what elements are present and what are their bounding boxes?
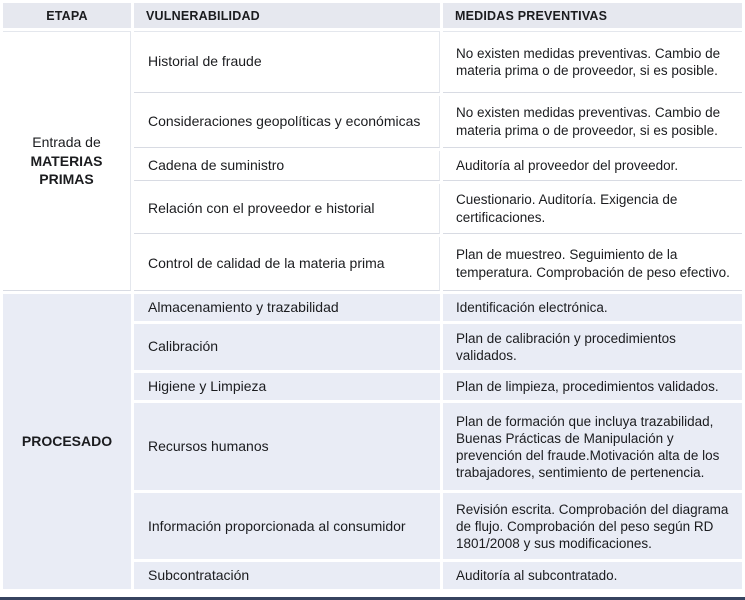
measures-cell: Plan de muestreo. Seguimiento de la temp…	[443, 237, 742, 291]
measures-cell: Revisión escrita. Comprobación del diagr…	[443, 493, 742, 560]
vulnerability-cell: Relación con el proveedor e historial	[134, 184, 440, 234]
column-header-etapa: ETAPA	[3, 3, 131, 28]
vulnerability-cell: Historial de fraude	[134, 31, 440, 93]
vulnerability-cell: Información proporcionada al consumidor	[134, 493, 440, 560]
measures-cell: No existen medidas preventivas. Cambio d…	[443, 31, 742, 93]
measures-cell: Plan de calibración y procedimientos val…	[443, 324, 742, 371]
column-header-medidas-preventivas: MEDIDAS PREVENTIVAS	[443, 3, 742, 28]
section-procesado: PROCESADO Almacenamiento y trazabilidad …	[3, 294, 742, 590]
vulnerability-cell: Subcontratación	[134, 562, 440, 590]
etapa-name: PROCESADO	[21, 433, 113, 450]
table-header-row: ETAPA VULNERABILIDAD MEDIDAS PREVENTIVAS	[3, 3, 742, 28]
measures-cell: Plan de formación que incluya trazabilid…	[443, 403, 742, 491]
table-row: Calibración Plan de calibración y proced…	[3, 324, 742, 371]
vulnerability-cell: Almacenamiento y trazabilidad	[134, 294, 440, 322]
vulnerability-cell: Calibración	[134, 324, 440, 371]
column-header-vulnerabilidad: VULNERABILIDAD	[134, 3, 440, 28]
table-row: Relación con el proveedor e historial Cu…	[3, 184, 742, 234]
etapa-prefix: Entrada de	[32, 133, 101, 150]
table-row: Entrada de MATERIAS PRIMAS Historial de …	[3, 31, 742, 291]
vulnerability-cell: Control de calidad de la materia prima	[134, 237, 440, 291]
etapa-cell-procesado: PROCESADO	[3, 294, 131, 590]
table-row: Subcontratación Auditoría al subcontrata…	[3, 562, 742, 590]
etapa-cell-materias-primas: Entrada de MATERIAS PRIMAS	[3, 31, 131, 291]
measures-cell: Auditoría al subcontratado.	[443, 562, 742, 590]
table-row: PROCESADO Almacenamiento y trazabilidad …	[3, 294, 742, 590]
vulnerability-cell: Higiene y Limpieza	[134, 373, 440, 401]
measures-cell: Auditoría al proveedor del proveedor.	[443, 151, 742, 181]
table-row: Higiene y Limpieza Plan de limpieza, pro…	[3, 373, 742, 401]
table-row: Control de calidad de la materia prima P…	[3, 237, 742, 291]
table-row: Cadena de suministro Auditoría al provee…	[3, 151, 742, 181]
table-row: Información proporcionada al consumidor …	[3, 493, 742, 560]
section-entrada-materias-primas: Entrada de MATERIAS PRIMAS Historial de …	[3, 31, 742, 291]
measures-cell: Cuestionario. Auditoría. Exigencia de ce…	[443, 184, 742, 234]
measures-cell: Plan de limpieza, procedimientos validad…	[443, 373, 742, 401]
measures-cell: Identificación electrónica.	[443, 294, 742, 322]
vulnerability-cell: Consideraciones geopolíticas y económica…	[134, 96, 440, 148]
table-row: Consideraciones geopolíticas y económica…	[3, 96, 742, 148]
measures-cell: No existen medidas preventivas. Cambio d…	[443, 96, 742, 148]
vulnerability-cell: Cadena de suministro	[134, 151, 440, 181]
vulnerability-cell: Recursos humanos	[134, 403, 440, 491]
table-row: Recursos humanos Plan de formación que i…	[3, 403, 742, 491]
etapa-name: MATERIAS PRIMAS	[30, 152, 103, 188]
